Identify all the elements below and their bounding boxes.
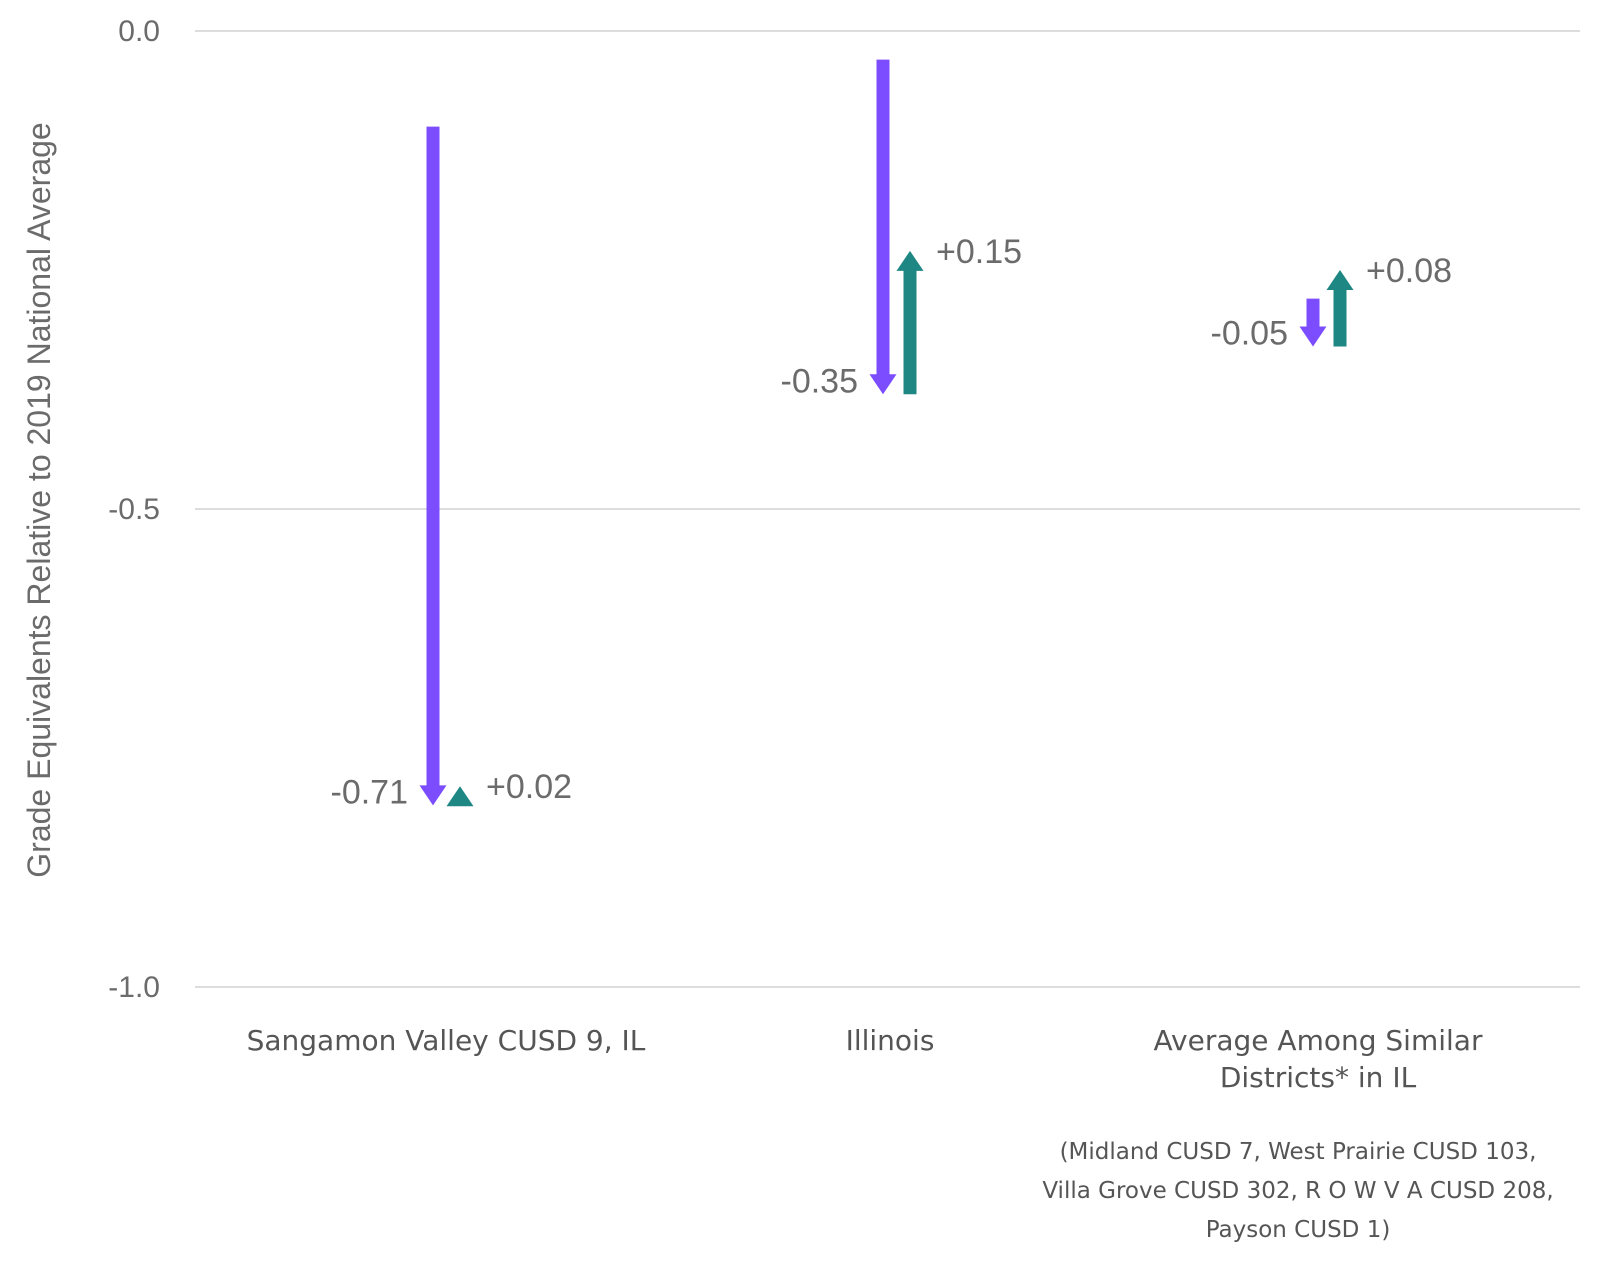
recovery-arrow — [1326, 270, 1354, 347]
footnote: (Midland CUSD 7, West Prairie CUSD 103, V… — [1042, 1139, 1553, 1243]
recovery-value-label: +0.08 — [1366, 252, 1452, 290]
y-axis-title: Grade Equivalents Relative to 2019 Natio… — [21, 122, 57, 877]
recovery-arrow — [896, 250, 924, 395]
y-tick-label: -1.0 — [108, 971, 160, 1004]
y-tick-label: -0.5 — [108, 493, 160, 526]
footnote-line: Payson CUSD 1) — [1206, 1217, 1391, 1243]
recovery-value-label: +0.15 — [936, 233, 1022, 271]
category-label: Sangamon Valley CUSD 9, IL — [247, 1024, 646, 1057]
category-label: Illinois — [846, 1024, 935, 1057]
grid-lines — [195, 30, 1580, 988]
decline-arrow — [1299, 298, 1327, 347]
footnote-line: (Midland CUSD 7, West Prairie CUSD 103, — [1060, 1139, 1537, 1165]
decline-arrow — [869, 59, 897, 395]
category-labels: Sangamon Valley CUSD 9, IL Illinois Averag… — [247, 1024, 1483, 1094]
y-tick-labels: 0.0 -0.5 -1.0 — [108, 15, 160, 1004]
arrow-marks: -0.71 +0.02 -0.35 +0.15 -0.05 +0.08 — [331, 59, 1452, 811]
recovery-arrow — [446, 786, 474, 807]
decline-value-label: -0.71 — [331, 773, 409, 811]
category-label: Districts* in IL — [1220, 1061, 1417, 1094]
footnote-line: Villa Grove CUSD 302, R O W V A CUSD 208… — [1042, 1178, 1553, 1204]
decline-value-label: -0.05 — [1211, 314, 1289, 352]
decline-value-label: -0.35 — [781, 362, 859, 400]
y-tick-label: 0.0 — [118, 15, 160, 48]
decline-arrow — [419, 126, 447, 806]
category-label: Average Among Similar — [1154, 1024, 1483, 1057]
recovery-value-label: +0.02 — [486, 768, 572, 806]
